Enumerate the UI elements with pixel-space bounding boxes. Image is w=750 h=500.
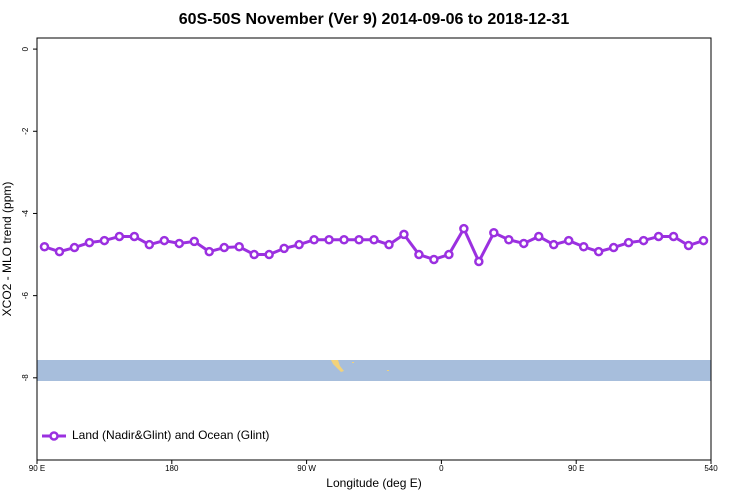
y-tick-label: -8 — [21, 374, 30, 382]
series-line — [44, 225, 704, 265]
point — [459, 223, 469, 234]
point — [548, 239, 559, 250]
point — [264, 249, 274, 260]
point — [324, 235, 334, 245]
y-tick-label: -2 — [21, 127, 30, 135]
point — [384, 239, 394, 250]
legend-label: Land (Nadir&Glint) and Ocean (Glint) — [72, 428, 269, 442]
point — [309, 235, 319, 245]
x-tick-label: 0 — [439, 464, 444, 473]
point — [279, 243, 289, 254]
plot-frame — [36, 37, 712, 461]
point — [578, 241, 589, 252]
land — [352, 362, 354, 363]
point — [99, 235, 110, 246]
point — [369, 235, 379, 245]
point — [653, 231, 664, 242]
point — [84, 237, 95, 248]
point — [39, 241, 50, 252]
x-tick-label: 540 — [704, 464, 718, 473]
point — [489, 228, 499, 238]
point — [204, 246, 214, 257]
point — [354, 235, 364, 245]
point — [189, 236, 200, 247]
land — [331, 360, 344, 372]
point — [474, 256, 484, 267]
point — [519, 238, 529, 249]
point — [414, 249, 424, 260]
point — [683, 240, 694, 251]
point — [174, 238, 185, 249]
point — [249, 249, 259, 260]
point — [339, 235, 349, 245]
point — [698, 235, 709, 246]
point — [294, 239, 304, 250]
x-tick-label: 180 — [165, 464, 179, 473]
point — [593, 246, 604, 257]
point — [219, 242, 229, 253]
ocean-band — [37, 360, 711, 381]
point — [114, 231, 125, 242]
point — [638, 235, 649, 246]
point — [504, 235, 514, 245]
chart-title: 60S-50S November (Ver 9) 2014-09-06 to 2… — [179, 11, 570, 28]
point — [54, 246, 65, 257]
point — [608, 242, 619, 253]
y-tick-label: 0 — [21, 46, 30, 51]
point — [444, 249, 454, 260]
x-tick-label: 90 E — [29, 464, 45, 473]
point — [399, 229, 409, 240]
land — [387, 370, 389, 371]
legend-marker — [49, 431, 59, 441]
point — [159, 235, 170, 246]
point — [563, 235, 574, 246]
x-tick-label: 90 E — [568, 464, 584, 473]
point — [534, 231, 544, 242]
point — [429, 254, 439, 265]
point — [668, 231, 679, 242]
point — [144, 239, 155, 250]
point — [69, 242, 80, 253]
y-tick-label: -4 — [21, 209, 30, 217]
x-tick-label: 90 W — [297, 464, 316, 473]
y-tick-label: -6 — [21, 292, 30, 300]
point — [623, 237, 634, 248]
x-axis-label: Longitude (deg E) — [326, 476, 421, 490]
y-axis-label: XCO2 - MLO trend (ppm) — [0, 182, 14, 317]
point — [129, 231, 140, 242]
point — [234, 241, 244, 252]
